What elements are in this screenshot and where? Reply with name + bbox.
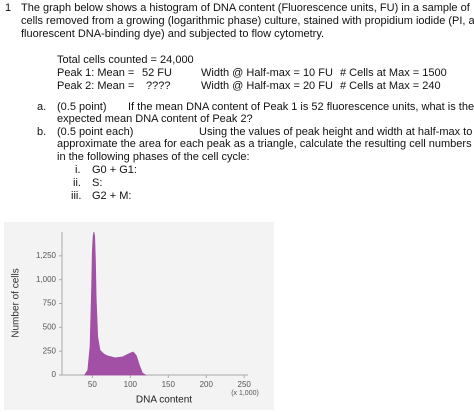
phase: G0 + G1: [92, 164, 137, 176]
y-tick-label: 0 [52, 370, 57, 379]
peak-cell: Peak 2: Mean = [57, 80, 135, 92]
question-number: 1 [5, 2, 12, 14]
y-axis-label: Number of cells [11, 268, 22, 337]
x-tick-label: 100 [124, 380, 138, 389]
peak-cell: # Cells at Max = 240 [340, 80, 441, 92]
part-points: (0.5 point) [57, 101, 107, 113]
x-unit: (x 1,000) [231, 390, 259, 397]
peak-cell: ???? [146, 80, 171, 92]
intro-line: The graph below shows a histogram of DNA… [21, 2, 470, 14]
x-tick-label: 150 [162, 380, 176, 389]
part-label: a. [37, 101, 47, 113]
intro-line: fluorescent DNA-binding dye) and subject… [21, 28, 325, 40]
part-line: Using the values of peak height and widt… [199, 126, 473, 138]
y-tick-label: 1,250 [36, 251, 57, 260]
x-axis-label: DNA content [136, 395, 192, 406]
x-tick-label: 50 [88, 380, 97, 389]
phase: S: [92, 177, 103, 189]
peak-cell: Peak 1: Mean = [57, 67, 135, 79]
y-tick-label: 750 [43, 299, 57, 308]
part-line: approximate the area for each peak as a … [57, 138, 472, 150]
part-line: in the following phases of the cell cycl… [57, 151, 250, 163]
x-tick-label: 250 [238, 380, 252, 389]
histogram-area [84, 231, 147, 376]
peak-cell: # Cells at Max = 1500 [340, 67, 447, 79]
peak-cell: 52 FU [142, 67, 172, 79]
chart-background [4, 222, 274, 410]
peak-cell: Width @ Half-max = 20 FU [201, 80, 333, 92]
peak-cell: Width @ Half-max = 10 FU [201, 67, 333, 79]
phase-label: i. [75, 164, 81, 176]
part-line: expected mean DNA content of Peak 2? [57, 113, 253, 125]
y-tick-label: 1,000 [36, 275, 57, 284]
intro-line: cells removed from a growing (logarithmi… [21, 15, 474, 27]
x-tick-label: 200 [200, 380, 214, 389]
part-line: If the mean DNA content of Peak 1 is 52 … [128, 101, 474, 113]
total: Total cells counted = 24,000 [57, 54, 194, 66]
part-label: b. [37, 126, 47, 138]
phase: G2 + M: [92, 190, 132, 202]
phase-label: iii. [71, 190, 82, 202]
part-points: (0.5 point each) [57, 126, 134, 138]
y-tick-label: 250 [43, 346, 57, 355]
phase-label: ii. [73, 177, 81, 189]
y-tick-label: 500 [43, 322, 57, 331]
